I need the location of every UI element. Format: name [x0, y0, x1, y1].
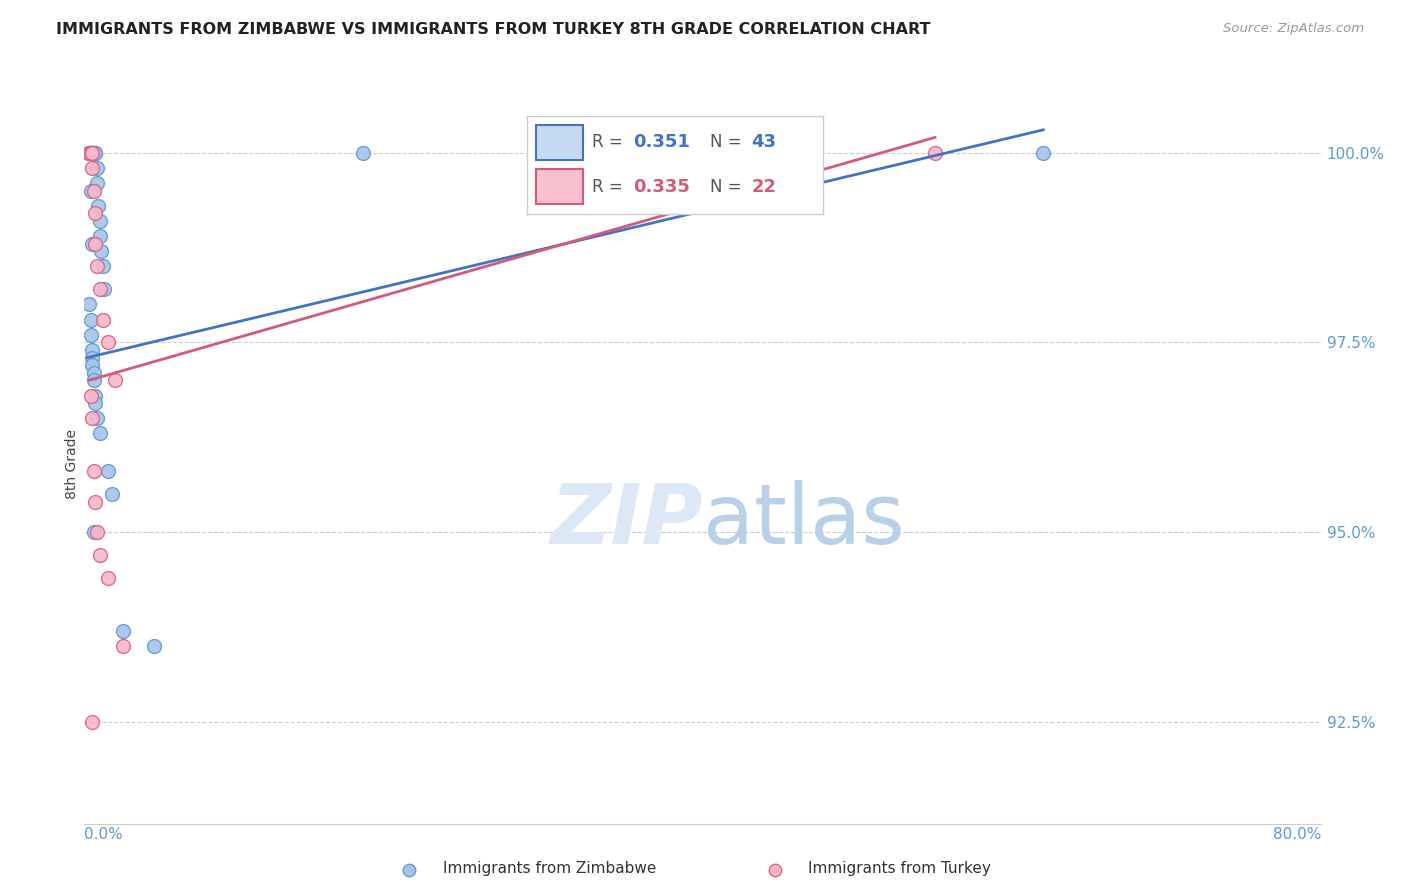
Point: [79, 145, 101, 160]
Point: [763, 863, 786, 877]
Point: [91, 312, 114, 326]
Point: [1032, 145, 1054, 160]
Point: [83, 366, 105, 380]
Point: [82, 145, 104, 160]
Point: [82, 145, 104, 160]
Point: [83, 145, 105, 160]
Bar: [536, 169, 583, 204]
Point: [82, 351, 104, 365]
Point: [83, 373, 105, 387]
Point: [93, 282, 115, 296]
Text: N =: N =: [710, 178, 747, 195]
Point: [84, 396, 107, 410]
Point: [89, 214, 111, 228]
Point: [82, 145, 104, 160]
Point: [84, 236, 107, 251]
Point: [97, 571, 120, 585]
Point: [79, 327, 101, 342]
Point: [82, 411, 104, 425]
Point: [84, 206, 107, 220]
Point: [79, 145, 101, 160]
Point: [82, 145, 104, 160]
Bar: [536, 125, 583, 161]
Point: [79, 388, 101, 402]
Text: 80.0%: 80.0%: [1274, 827, 1322, 842]
Text: Immigrants from Turkey: Immigrants from Turkey: [808, 862, 991, 876]
Point: [86, 161, 108, 175]
Point: [79, 145, 101, 160]
Point: [112, 624, 135, 638]
Point: [86, 176, 108, 190]
Point: [86, 525, 108, 540]
Point: [87, 199, 110, 213]
Point: [77, 297, 100, 311]
Text: N =: N =: [710, 134, 747, 152]
Point: [77, 145, 100, 160]
Point: [82, 161, 104, 175]
Text: 22: 22: [752, 178, 776, 195]
Point: [82, 145, 104, 160]
Point: [79, 145, 101, 160]
Point: [924, 145, 946, 160]
Point: [77, 145, 100, 160]
Point: [86, 260, 108, 274]
Point: [84, 495, 107, 509]
Point: [83, 184, 105, 198]
Point: [101, 487, 124, 501]
Point: [143, 639, 166, 653]
Text: Immigrants from Zimbabwe: Immigrants from Zimbabwe: [443, 862, 657, 876]
Text: ZIP: ZIP: [550, 481, 703, 561]
Point: [83, 145, 105, 160]
Point: [89, 548, 111, 562]
Point: [83, 145, 105, 160]
Point: [89, 426, 111, 441]
Point: [398, 863, 420, 877]
Point: [352, 145, 374, 160]
Point: [112, 639, 135, 653]
Point: [83, 465, 105, 479]
Point: [84, 145, 107, 160]
Point: [89, 229, 111, 244]
Point: [91, 260, 114, 274]
Text: atlas: atlas: [703, 481, 904, 561]
Point: [82, 358, 104, 372]
Text: 0.0%: 0.0%: [84, 827, 124, 842]
Point: [84, 145, 107, 160]
Point: [86, 411, 108, 425]
Point: [82, 236, 104, 251]
Point: [79, 184, 101, 198]
Text: 0.351: 0.351: [634, 134, 690, 152]
Point: [82, 714, 104, 729]
Text: 0.335: 0.335: [634, 178, 690, 195]
Point: [90, 244, 112, 259]
Y-axis label: 8th Grade: 8th Grade: [65, 429, 79, 499]
Point: [89, 282, 111, 296]
Point: [97, 465, 120, 479]
Text: IMMIGRANTS FROM ZIMBABWE VS IMMIGRANTS FROM TURKEY 8TH GRADE CORRELATION CHART: IMMIGRANTS FROM ZIMBABWE VS IMMIGRANTS F…: [56, 22, 931, 37]
Point: [77, 145, 100, 160]
Text: Source: ZipAtlas.com: Source: ZipAtlas.com: [1223, 22, 1364, 36]
Text: R =: R =: [592, 178, 628, 195]
Point: [97, 335, 120, 350]
Point: [79, 312, 101, 326]
Point: [82, 343, 104, 357]
Text: 43: 43: [752, 134, 776, 152]
Point: [104, 373, 127, 387]
Point: [83, 525, 105, 540]
Point: [84, 388, 107, 402]
Text: R =: R =: [592, 134, 628, 152]
